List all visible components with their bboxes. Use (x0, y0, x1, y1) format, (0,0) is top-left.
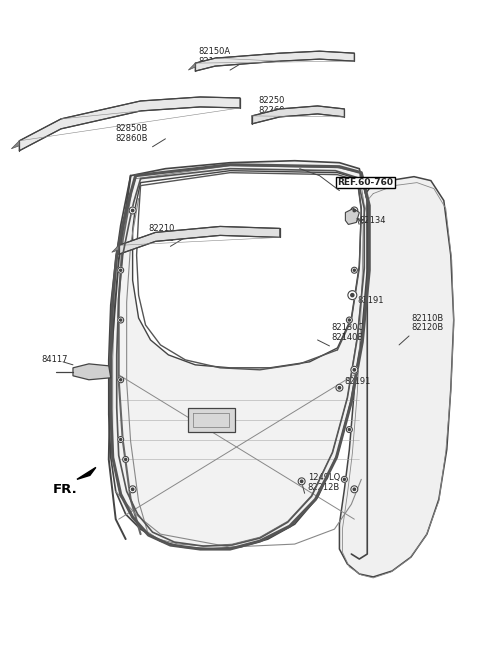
Circle shape (347, 317, 352, 323)
Circle shape (300, 480, 303, 483)
Circle shape (353, 488, 356, 491)
Circle shape (341, 476, 348, 482)
Polygon shape (188, 63, 195, 70)
Polygon shape (346, 208, 360, 225)
Text: 82212B: 82212B (308, 483, 340, 492)
Circle shape (129, 207, 136, 214)
Text: 82860B: 82860B (116, 134, 148, 143)
Circle shape (118, 267, 124, 273)
Circle shape (347, 426, 352, 432)
Circle shape (348, 428, 350, 430)
Circle shape (129, 486, 136, 493)
Circle shape (132, 488, 134, 491)
Circle shape (351, 366, 358, 373)
Polygon shape (188, 407, 235, 432)
Polygon shape (109, 160, 367, 549)
Polygon shape (73, 364, 111, 380)
Circle shape (351, 207, 358, 214)
Text: 1249LQ: 1249LQ (308, 473, 340, 482)
Circle shape (298, 478, 305, 485)
Circle shape (351, 267, 357, 273)
Circle shape (118, 317, 124, 323)
Circle shape (351, 293, 354, 297)
Circle shape (351, 486, 358, 493)
Text: 82260: 82260 (258, 106, 284, 115)
Circle shape (120, 319, 122, 321)
Circle shape (353, 269, 355, 271)
Circle shape (123, 457, 129, 462)
Circle shape (132, 210, 134, 212)
Polygon shape (132, 171, 361, 368)
Text: 84117: 84117 (41, 356, 68, 364)
Circle shape (336, 384, 343, 391)
Text: 82120B: 82120B (411, 324, 443, 333)
Polygon shape (112, 246, 119, 252)
Polygon shape (12, 141, 19, 149)
Polygon shape (195, 51, 354, 71)
Text: 83191: 83191 (357, 295, 384, 305)
Text: 82134: 82134 (360, 216, 386, 225)
Text: 82150A: 82150A (198, 47, 230, 56)
Polygon shape (19, 97, 240, 151)
Text: 82250: 82250 (258, 96, 284, 105)
Circle shape (353, 210, 356, 212)
Circle shape (120, 438, 122, 441)
Circle shape (120, 269, 122, 271)
Circle shape (343, 478, 346, 480)
Text: 82130C: 82130C (332, 324, 364, 333)
Polygon shape (77, 468, 96, 479)
Circle shape (348, 291, 357, 299)
Circle shape (338, 386, 341, 389)
Circle shape (118, 377, 124, 383)
Text: 82160A: 82160A (198, 56, 230, 66)
Circle shape (353, 369, 356, 371)
Polygon shape (252, 106, 344, 124)
Text: REF.60-760: REF.60-760 (337, 178, 394, 187)
Text: 82110B: 82110B (411, 314, 443, 322)
Text: 82220: 82220 (148, 234, 175, 243)
Circle shape (348, 319, 350, 321)
Polygon shape (119, 227, 280, 254)
Polygon shape (339, 177, 454, 577)
Text: 82210: 82210 (148, 224, 175, 233)
Circle shape (118, 436, 124, 443)
Text: 82191: 82191 (344, 377, 371, 386)
Text: 82850B: 82850B (116, 124, 148, 134)
Text: FR.: FR. (53, 483, 78, 496)
Text: 82140B: 82140B (332, 333, 364, 343)
Circle shape (125, 458, 127, 460)
Circle shape (120, 379, 122, 381)
